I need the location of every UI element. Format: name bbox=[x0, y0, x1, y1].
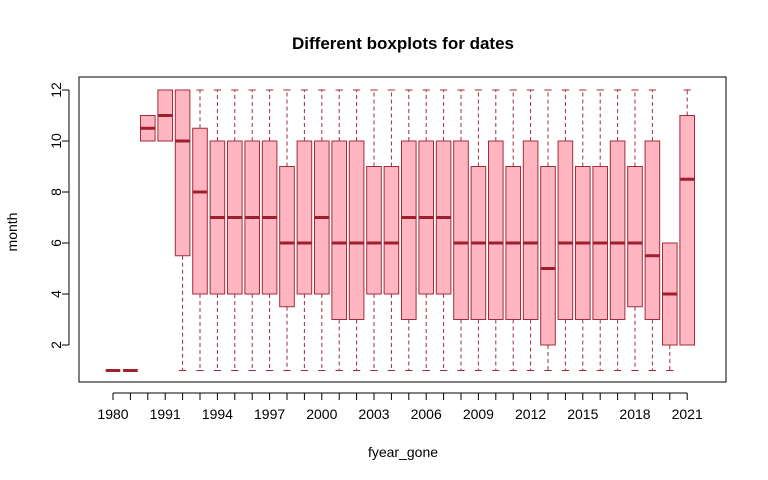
box bbox=[174, 89, 191, 371]
box bbox=[557, 89, 574, 371]
box bbox=[522, 89, 539, 371]
box bbox=[662, 242, 678, 371]
box-body bbox=[174, 89, 191, 257]
x-tick-label: 2003 bbox=[358, 406, 389, 422]
y-tick-label: 6 bbox=[48, 239, 64, 247]
box bbox=[644, 89, 661, 371]
boxes bbox=[105, 89, 696, 372]
x-tick-label: 1991 bbox=[150, 406, 181, 422]
box bbox=[418, 89, 434, 371]
x-tick-label: 2006 bbox=[411, 406, 442, 422]
box bbox=[470, 89, 487, 371]
box-body bbox=[557, 140, 574, 320]
y-tick-label: 8 bbox=[48, 188, 64, 196]
box bbox=[157, 89, 173, 142]
x-tick-label: 2009 bbox=[463, 406, 494, 422]
x-axis-label: fyear_gone bbox=[368, 444, 438, 460]
box bbox=[505, 89, 521, 371]
box bbox=[609, 89, 626, 371]
x-axis: 1980 1991 1994 1997 2000 2003 2006 2009 2012 2015… bbox=[97, 392, 703, 422]
box-body bbox=[522, 140, 539, 320]
box-body bbox=[331, 140, 347, 320]
x-tick-label: 2000 bbox=[306, 406, 337, 422]
box bbox=[296, 89, 313, 371]
box-body bbox=[627, 166, 643, 308]
box bbox=[279, 89, 295, 371]
box bbox=[348, 89, 365, 371]
box-body bbox=[366, 166, 382, 295]
y-axis: 2 4 6 8 10 12 bbox=[48, 82, 70, 349]
box bbox=[366, 89, 382, 371]
box bbox=[383, 89, 400, 371]
box-body bbox=[348, 140, 365, 320]
y-tick-label: 10 bbox=[48, 133, 64, 149]
box-body bbox=[540, 166, 556, 346]
y-tick-label: 12 bbox=[48, 82, 64, 98]
box bbox=[435, 89, 452, 371]
box bbox=[192, 89, 208, 371]
x-tick-label: 1980 bbox=[97, 406, 128, 422]
box-body bbox=[644, 140, 661, 320]
x-tick-label: 2015 bbox=[567, 406, 598, 422]
box-body bbox=[453, 140, 469, 320]
box bbox=[209, 89, 226, 371]
box bbox=[488, 89, 504, 371]
box bbox=[261, 89, 278, 371]
box-body bbox=[401, 140, 417, 320]
box bbox=[140, 115, 156, 142]
box bbox=[314, 89, 330, 371]
box bbox=[679, 89, 696, 346]
box bbox=[401, 89, 417, 371]
box bbox=[575, 89, 591, 371]
box bbox=[592, 89, 609, 371]
box-body bbox=[192, 127, 208, 295]
box bbox=[453, 89, 469, 371]
y-tick-label: 2 bbox=[48, 341, 64, 349]
box bbox=[540, 89, 556, 371]
box-body bbox=[609, 140, 626, 320]
box bbox=[227, 89, 243, 371]
box-body bbox=[279, 166, 295, 308]
x-tick-label: 2018 bbox=[619, 406, 650, 422]
box bbox=[331, 89, 347, 371]
chart-title: Different boxplots for dates bbox=[292, 34, 514, 53]
y-axis-label: month bbox=[4, 213, 20, 252]
box-body bbox=[679, 115, 696, 346]
box-body bbox=[296, 140, 313, 295]
x-tick-label: 2012 bbox=[515, 406, 546, 422]
box-body bbox=[383, 166, 400, 295]
x-tick-label: 1994 bbox=[202, 406, 233, 422]
box-body bbox=[488, 140, 504, 320]
y-tick-label: 4 bbox=[48, 290, 64, 298]
x-tick-label: 1997 bbox=[254, 406, 285, 422]
box bbox=[627, 89, 643, 371]
plot-frame bbox=[78, 76, 727, 383]
x-tick-label: 2021 bbox=[672, 406, 703, 422]
box bbox=[244, 89, 260, 371]
